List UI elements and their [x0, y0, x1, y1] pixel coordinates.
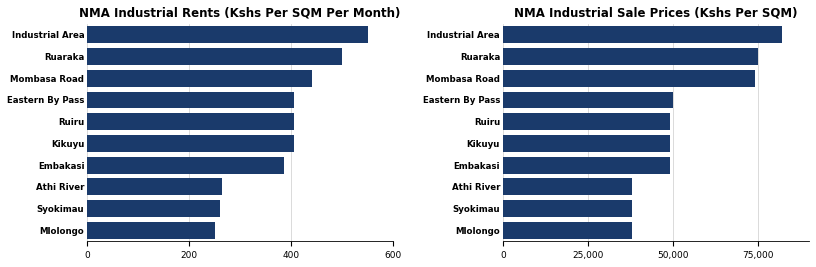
Bar	[87, 179, 222, 195]
Bar	[503, 200, 632, 217]
Bar	[503, 70, 755, 87]
Bar	[503, 179, 632, 195]
Bar	[503, 113, 670, 130]
Bar	[87, 113, 294, 130]
Bar	[87, 157, 283, 174]
Bar	[87, 92, 294, 108]
Bar	[503, 92, 673, 108]
Bar	[87, 48, 342, 65]
Bar	[503, 157, 670, 174]
Bar	[87, 135, 294, 152]
Title: NMA Industrial Rents (Kshs Per SQM Per Month): NMA Industrial Rents (Kshs Per SQM Per M…	[79, 7, 401, 20]
Bar	[87, 26, 368, 43]
Bar	[87, 70, 312, 87]
Bar	[503, 135, 670, 152]
Title: NMA Industrial Sale Prices (Kshs Per SQM): NMA Industrial Sale Prices (Kshs Per SQM…	[514, 7, 798, 20]
Bar	[503, 222, 632, 239]
Bar	[503, 26, 782, 43]
Bar	[503, 48, 758, 65]
Bar	[87, 222, 215, 239]
Bar	[87, 200, 220, 217]
